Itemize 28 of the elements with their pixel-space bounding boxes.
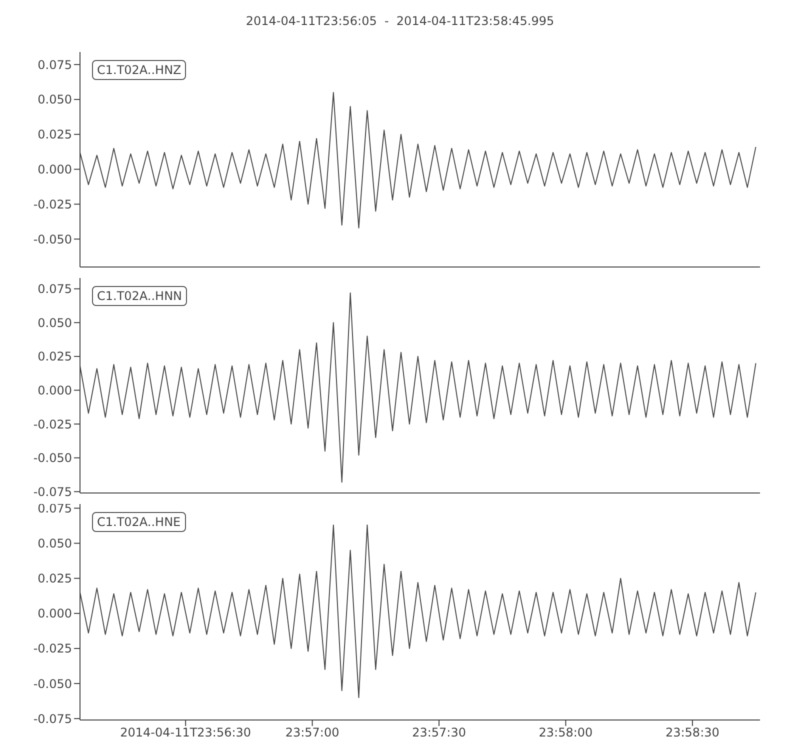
y-tick-label: -0.050 (33, 232, 72, 246)
annotation: C1.T02A..HNN (92, 286, 188, 306)
y-tick-label: -0.075 (33, 712, 72, 726)
x-tick-label: 2014-04-11T23:56:30 (120, 726, 252, 740)
y-tick-label: -0.025 (33, 642, 72, 656)
y-tick-label: -0.075 (33, 484, 72, 499)
y-tick-label: -0.025 (33, 417, 72, 432)
y-tick-label: 0.050 (38, 536, 72, 551)
y-tick-label: 0.025 (38, 128, 72, 142)
x-tick-label: 23:57:30 (412, 726, 466, 740)
x-tick-label: 23:57:00 (285, 726, 340, 740)
y-tick-label: 0.025 (38, 572, 72, 586)
annotation: C1.T02A..HNE (92, 512, 186, 532)
y-tick-label: -0.025 (33, 197, 72, 212)
y-tick-label: -0.050 (33, 451, 72, 466)
y-tick-label: 0.075 (38, 58, 72, 72)
y-tick-label: 0.025 (38, 350, 72, 364)
y-tick-label: 0.000 (38, 383, 72, 398)
y-tick-label: 0.075 (38, 282, 72, 296)
y-tick-label: 0.050 (38, 92, 72, 107)
x-tick-label: 23:58:00 (538, 726, 593, 740)
annotation: C1.T02A..HNZ (92, 60, 186, 80)
y-tick-label: 0.000 (38, 162, 72, 177)
y-tick-label: -0.050 (33, 676, 72, 691)
y-tick-label: 0.050 (38, 316, 72, 330)
chart-title: 2014-04-11T23:56:05 - 2014-04-11T23:58:45.995 (244, 13, 556, 30)
x-tick-label: 23:58:30 (665, 726, 720, 740)
y-tick-label: 0.000 (38, 606, 72, 621)
